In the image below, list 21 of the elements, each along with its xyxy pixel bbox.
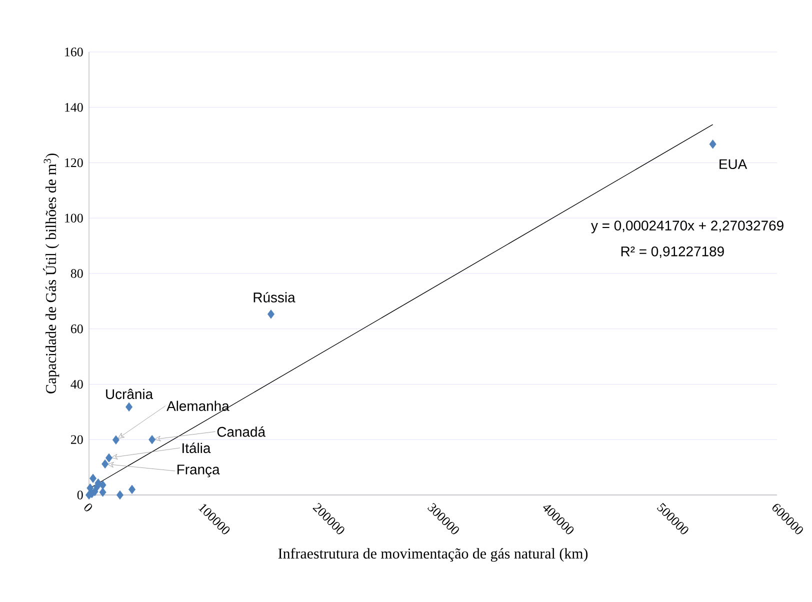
annotation: Ucrânia	[106, 388, 154, 400]
y-tick-label: 20	[70, 435, 83, 444]
y-tick-label: 120	[65, 158, 83, 168]
y-tick-label: 140	[65, 102, 83, 112]
annotation: EUA	[720, 159, 748, 170]
y-tick-label: 160	[65, 48, 83, 56]
y-tick-label: 60	[70, 324, 83, 334]
annotation: y = 0,00024170x + 2,27032769	[591, 220, 784, 234]
annotation: Rússia	[254, 292, 296, 302]
annotation: Alemanha	[166, 400, 230, 412]
annotation: França	[178, 464, 220, 478]
y-tick-label: 80	[70, 269, 83, 278]
y-axis-title: Capacidade de Gás Útil ( bilhões de m$^{3}$)	[43, 154, 60, 394]
y-tick-label: 100	[65, 214, 83, 222]
annotation: Itália	[182, 442, 211, 454]
x-tick-label: 0	[84, 504, 92, 512]
annotation: Canadá	[217, 426, 266, 437]
annotation: R² = 0,91227189	[621, 246, 724, 258]
y-tick-label: 40	[70, 380, 83, 389]
y-tick-label: 0	[77, 490, 83, 500]
x-axis-title: Infraestrutura de movimentação de gás natural (km)	[278, 548, 588, 562]
